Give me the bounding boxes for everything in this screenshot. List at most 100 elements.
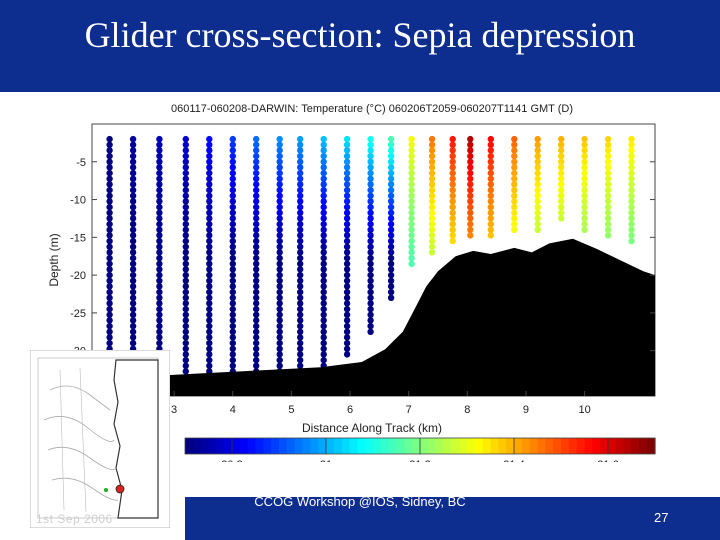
temperature-point xyxy=(106,186,113,194)
temperature-point xyxy=(320,266,327,273)
temperature-point xyxy=(428,141,436,148)
temperature-point xyxy=(253,181,260,188)
temperature-point xyxy=(182,175,189,182)
temperature-point xyxy=(182,135,189,143)
temperature-point xyxy=(206,237,213,245)
colorbar-segment xyxy=(333,438,343,454)
temperature-point xyxy=(534,203,541,211)
temperature-point xyxy=(408,198,415,205)
colorbar-segment xyxy=(326,438,335,454)
temperature-point xyxy=(156,288,163,296)
temperature-point xyxy=(276,152,283,160)
temperature-point xyxy=(206,328,213,335)
temperature-point xyxy=(229,271,236,279)
colorbar-segment xyxy=(302,438,311,454)
temperature-point xyxy=(343,141,351,148)
temperature-point xyxy=(387,226,395,233)
temperature-point xyxy=(367,271,374,279)
temperature-point xyxy=(320,232,327,239)
temperature-point xyxy=(428,169,436,177)
temperature-point xyxy=(297,305,304,313)
temperature-point xyxy=(558,152,565,160)
temperature-point xyxy=(253,328,260,335)
temperature-point xyxy=(604,158,612,165)
temperature-point xyxy=(320,283,327,290)
temperature-point xyxy=(320,181,327,188)
temperature-point xyxy=(253,249,260,256)
temperature-point xyxy=(320,305,327,313)
temperature-point xyxy=(449,181,456,188)
temperature-point xyxy=(387,209,395,216)
temperature-point xyxy=(367,237,374,245)
temperature-point xyxy=(156,317,163,324)
temperature-point xyxy=(511,181,518,188)
temperature-point xyxy=(343,317,351,324)
temperature-point xyxy=(343,135,351,143)
temperature-point xyxy=(206,198,213,205)
temperature-point xyxy=(129,260,137,267)
temperature-point xyxy=(297,345,304,352)
temperature-point xyxy=(106,334,113,341)
temperature-point xyxy=(408,158,415,165)
temperature-point xyxy=(343,345,351,352)
temperature-point xyxy=(129,220,137,228)
temperature-point xyxy=(229,249,236,256)
temperature-point xyxy=(206,362,213,369)
temperature-point xyxy=(129,181,137,188)
temperature-point xyxy=(467,198,474,205)
temperature-point xyxy=(106,288,113,296)
temperature-point xyxy=(534,169,541,177)
temperature-point xyxy=(511,158,518,165)
temperature-point xyxy=(581,147,588,154)
temperature-point xyxy=(511,226,518,233)
temperature-point xyxy=(253,356,260,364)
colorbar-segment xyxy=(474,438,484,454)
temperature-point xyxy=(367,209,374,216)
temperature-point xyxy=(320,192,327,199)
temperature-point xyxy=(229,356,236,364)
temperature-point xyxy=(253,220,260,228)
temperature-point xyxy=(253,260,260,267)
temperature-point xyxy=(206,186,213,194)
temperature-point xyxy=(229,300,236,307)
temperature-point xyxy=(343,243,351,250)
temperature-point xyxy=(581,175,588,182)
temperature-point xyxy=(229,152,236,160)
temperature-point xyxy=(367,266,374,273)
temperature-point xyxy=(343,164,351,171)
temperature-point xyxy=(604,169,612,177)
colorbar-segment xyxy=(608,438,617,454)
temperature-point xyxy=(276,209,283,216)
temperature-point xyxy=(297,288,304,296)
temperature-point xyxy=(297,215,304,222)
temperature-point xyxy=(182,277,189,284)
temperature-point xyxy=(106,260,113,267)
temperature-point xyxy=(511,135,518,143)
temperature-point xyxy=(487,198,494,205)
temperature-point xyxy=(428,135,436,143)
temperature-point xyxy=(343,288,351,296)
temperature-point xyxy=(106,181,113,188)
temperature-point xyxy=(511,203,518,211)
temperature-point xyxy=(182,209,189,216)
temperature-point xyxy=(129,158,137,165)
temperature-point xyxy=(253,135,260,143)
temperature-point xyxy=(276,175,283,182)
slide-title: Glider cross-section: Sepia depression xyxy=(84,15,636,55)
temperature-point xyxy=(320,220,327,228)
temperature-point xyxy=(487,147,494,154)
temperature-point xyxy=(297,254,304,262)
temperature-point xyxy=(106,339,113,347)
temperature-point xyxy=(156,203,163,211)
temperature-point xyxy=(129,283,137,290)
temperature-point xyxy=(253,294,260,301)
temperature-point xyxy=(253,186,260,194)
colorbar-segment xyxy=(286,438,296,454)
temperature-point xyxy=(182,368,189,375)
temperature-point xyxy=(156,226,163,233)
temperature-point xyxy=(276,243,283,250)
temperature-point xyxy=(182,147,189,154)
temperature-point xyxy=(297,362,304,369)
temperature-point xyxy=(129,243,137,250)
temperature-point xyxy=(408,192,415,199)
